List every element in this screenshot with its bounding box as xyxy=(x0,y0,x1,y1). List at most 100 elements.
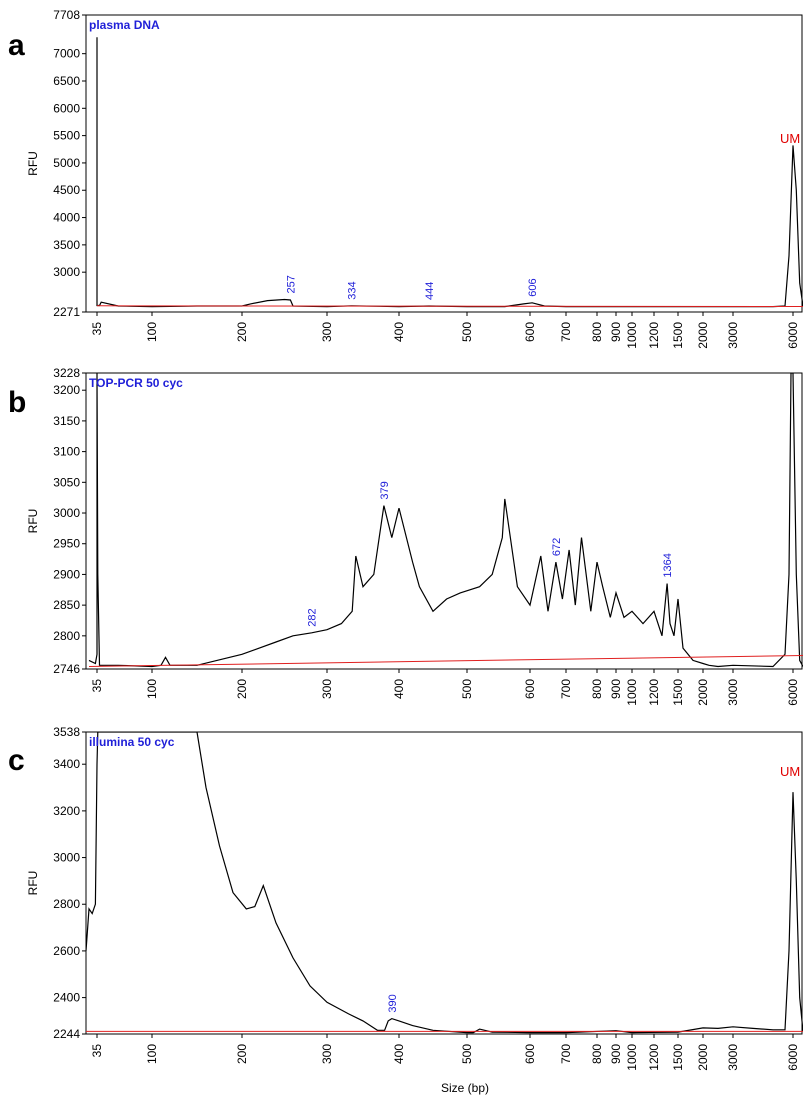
x-tick-label: 1200 xyxy=(647,679,661,706)
panel-letter: b xyxy=(8,386,26,419)
electropherogram-trace xyxy=(86,732,803,1034)
plot-frame xyxy=(85,372,803,670)
electropherogram-trace xyxy=(96,37,803,308)
x-tick-label: 35 xyxy=(90,679,104,693)
y-tick-label: 3000 xyxy=(53,265,80,279)
upper-marker-label: UM xyxy=(780,764,800,779)
y-tick-label: 2244 xyxy=(53,1027,80,1041)
y-tick-label: 5500 xyxy=(53,129,80,143)
x-tick-label: 900 xyxy=(609,1044,623,1064)
x-tick-label: 800 xyxy=(590,679,604,699)
peak-label: 334 xyxy=(346,281,358,299)
electropherogram-trace xyxy=(88,373,803,668)
x-tick-label: 400 xyxy=(392,679,406,699)
x-tick-label: 100 xyxy=(145,679,159,699)
x-tick-label: 3000 xyxy=(726,1044,740,1071)
y-tick-label: 3228 xyxy=(53,366,80,380)
x-tick-label: 800 xyxy=(590,322,604,342)
y-tick-label: 2800 xyxy=(53,629,80,643)
y-tick-label: 3000 xyxy=(53,506,80,520)
plot-area xyxy=(88,373,803,668)
x-tick-label: 6000 xyxy=(786,1044,800,1071)
peak-label: 672 xyxy=(551,538,563,556)
plot-area xyxy=(96,37,803,308)
x-tick-label: 1000 xyxy=(625,322,639,349)
panel-letter: a xyxy=(8,29,25,62)
peak-label: 606 xyxy=(527,278,539,296)
panel-letter: c xyxy=(8,744,25,777)
x-tick-label: 600 xyxy=(523,679,537,699)
y-tick-label: 7708 xyxy=(53,8,80,22)
panel-title: plasma DNA xyxy=(89,18,160,32)
x-tick-label: 300 xyxy=(320,679,334,699)
y-tick-label: 2800 xyxy=(53,897,80,911)
plot-frame xyxy=(85,14,803,313)
y-tick-label: 3000 xyxy=(53,851,80,865)
x-tick-label: 900 xyxy=(609,322,623,342)
y-tick-label: 3400 xyxy=(53,757,80,771)
x-tick-label: 1000 xyxy=(625,1044,639,1071)
x-tick-label: 900 xyxy=(609,679,623,699)
x-tick-label: 700 xyxy=(559,322,573,342)
y-tick-label: 4000 xyxy=(53,211,80,225)
x-tick-label: 1200 xyxy=(647,322,661,349)
y-tick-label: 3050 xyxy=(53,475,80,489)
peak-label: 390 xyxy=(387,994,399,1012)
peak-label: 257 xyxy=(285,275,297,293)
y-tick-label: 2271 xyxy=(53,305,80,319)
y-tick-label: 3200 xyxy=(53,383,80,397)
x-tick-label: 1200 xyxy=(647,1044,661,1071)
y-tick-label: 6000 xyxy=(53,101,80,115)
panel-title: illumina 50 cyc xyxy=(89,735,175,749)
x-tick-label: 400 xyxy=(392,1044,406,1064)
y-axis-label: RFU xyxy=(26,151,40,176)
y-tick-label: 3500 xyxy=(53,238,80,252)
y-tick-label: 2746 xyxy=(53,662,80,676)
x-tick-label: 700 xyxy=(559,679,573,699)
y-tick-label: 4500 xyxy=(53,183,80,197)
x-tick-label: 1000 xyxy=(625,679,639,706)
peak-label: 444 xyxy=(424,282,436,300)
y-tick-label: 2950 xyxy=(53,537,80,551)
x-tick-label: 6000 xyxy=(786,679,800,706)
x-tick-label: 300 xyxy=(320,1044,334,1064)
panel-title: TOP-PCR 50 cyc xyxy=(89,376,183,390)
y-tick-label: 2900 xyxy=(53,567,80,581)
y-tick-label: 5000 xyxy=(53,156,80,170)
y-tick-label: 3538 xyxy=(53,725,80,739)
plot-area xyxy=(86,732,803,1034)
x-tick-label: 100 xyxy=(145,322,159,342)
upper-marker-label: UM xyxy=(780,131,800,146)
x-tick-label: 500 xyxy=(460,322,474,342)
y-tick-label: 2850 xyxy=(53,598,80,612)
x-tick-label: 1500 xyxy=(671,1044,685,1071)
y-tick-label: 2400 xyxy=(53,991,80,1005)
x-tick-label: 600 xyxy=(523,1044,537,1064)
x-tick-label: 1500 xyxy=(671,679,685,706)
peak-label: 282 xyxy=(307,608,319,626)
x-tick-label: 300 xyxy=(320,322,334,342)
y-axis-label: RFU xyxy=(26,509,40,534)
baseline-line xyxy=(96,305,803,307)
x-tick-label: 3000 xyxy=(726,679,740,706)
x-tick-label: 700 xyxy=(559,1044,573,1064)
peak-label: 1364 xyxy=(662,553,674,577)
baseline-line xyxy=(88,655,803,667)
panel-b: b RFU 3228 3200 3150 3100 3050 3000 2950 2900 2850… xyxy=(8,366,803,706)
y-tick-label: 2600 xyxy=(53,944,80,958)
x-tick-label: 6000 xyxy=(786,322,800,349)
x-tick-label: 1500 xyxy=(671,322,685,349)
peak-label: 379 xyxy=(379,481,391,499)
x-tick-label: 200 xyxy=(235,679,249,699)
x-tick-label: 2000 xyxy=(696,1044,710,1071)
plot-frame xyxy=(85,731,803,1035)
x-tick-label: 200 xyxy=(235,1044,249,1064)
x-tick-label: 600 xyxy=(523,322,537,342)
x-tick-label: 35 xyxy=(90,1044,104,1058)
x-tick-label: 100 xyxy=(145,1044,159,1064)
x-tick-label: 3000 xyxy=(726,322,740,349)
y-tick-label: 3100 xyxy=(53,445,80,459)
x-tick-label: 500 xyxy=(460,1044,474,1064)
x-tick-label: 800 xyxy=(590,1044,604,1064)
